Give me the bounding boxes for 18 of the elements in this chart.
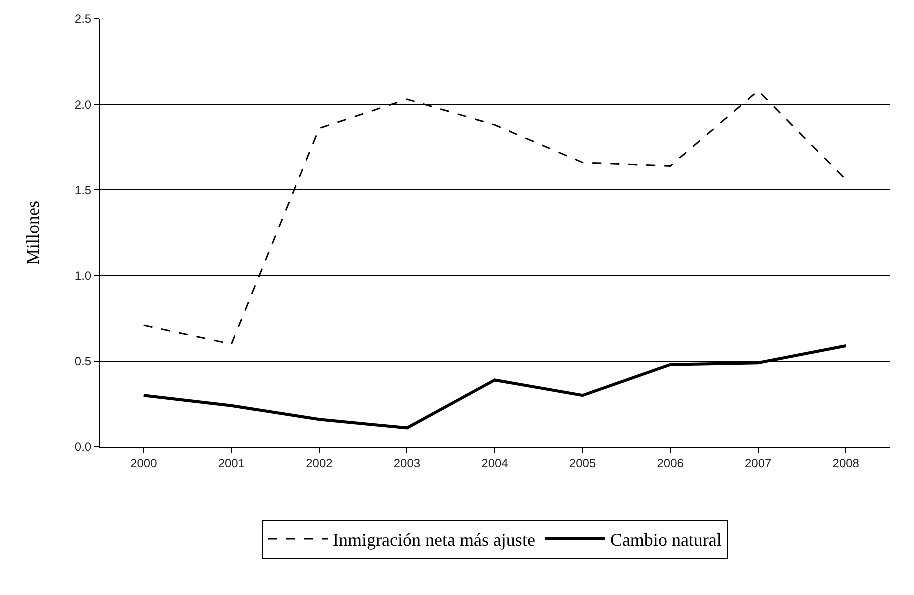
x-tick-label: 2006: [657, 456, 684, 470]
x-tick-label: 2007: [744, 456, 772, 470]
legend-label: Inmigración neta más ajuste: [333, 530, 536, 550]
y-tick-label: 2.0: [74, 98, 92, 112]
legend-label: Cambio natural: [610, 530, 722, 550]
y-tick-label: 1.0: [74, 269, 92, 283]
x-tick-label: 2008: [832, 456, 860, 470]
y-tick-label: 1.5: [74, 183, 92, 198]
x-tick-label: 2003: [394, 456, 421, 470]
x-tick-label: 2004: [482, 456, 509, 470]
x-tick-label: 2001: [218, 456, 246, 470]
x-tick-label: 2002: [306, 456, 334, 470]
y-tick-label: 0.0: [74, 440, 92, 454]
x-tick-label: 2005: [569, 456, 596, 470]
x-tick-label: 2000: [130, 456, 158, 470]
y-tick-label: 2.5: [74, 12, 92, 26]
y-tick-label: 0.5: [74, 354, 92, 369]
y-axis-title: Millones: [23, 200, 44, 266]
